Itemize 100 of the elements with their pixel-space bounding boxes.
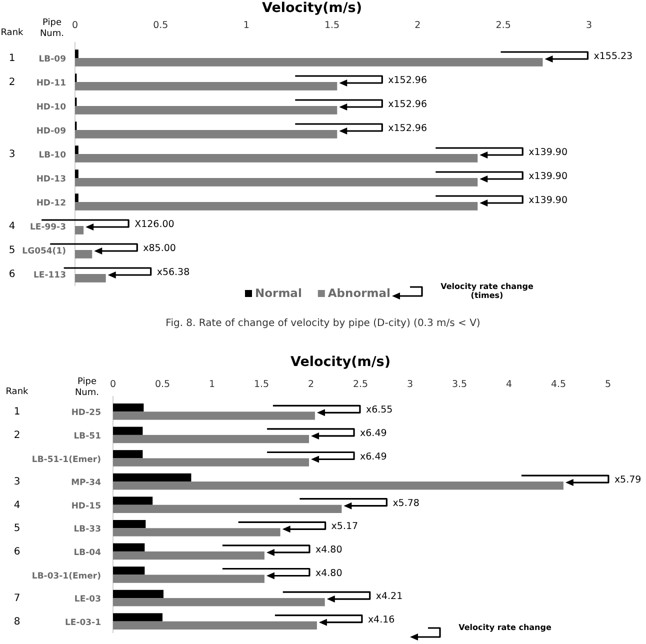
bar: [75, 154, 478, 162]
bar: [113, 412, 315, 420]
x-tick-label: 4: [506, 379, 512, 390]
bar: [113, 434, 310, 444]
bar: [113, 403, 144, 412]
data-label: x4.80: [315, 568, 342, 579]
y-tick-label: LE-99-3: [30, 222, 66, 232]
annotation: Velocity rate change (times): [440, 282, 534, 300]
text: 2: [8, 77, 16, 88]
x-tick-label: 2.5: [496, 20, 511, 31]
text: 4: [14, 500, 20, 511]
data-label: x4.16: [368, 614, 395, 626]
data-label: x152.96: [388, 123, 428, 134]
bar: [113, 621, 317, 630]
chart-title: Velocity(m/s): [262, 0, 362, 16]
bar: [113, 613, 162, 622]
data-label: x6.49: [360, 428, 387, 439]
text: 8: [14, 616, 20, 628]
x-tick-label: 0.5: [153, 20, 168, 31]
x-tick-label: 1: [208, 379, 216, 390]
data-label: x85.00: [143, 243, 176, 254]
y-tick-label: HD-15: [71, 501, 102, 512]
bar: [75, 170, 78, 178]
bar: [113, 458, 310, 466]
x-tick-label: 3: [586, 20, 592, 31]
y-tick-label: LB-33: [74, 524, 102, 535]
bar: [113, 590, 164, 598]
y-tick-label: HD-13: [36, 174, 66, 184]
legend-label: Abnormal: [328, 286, 390, 300]
y-tick-label: HD-12: [36, 198, 66, 208]
data-label: x139.90: [528, 147, 568, 158]
data-label: x56.38: [156, 267, 190, 278]
text: 3: [8, 149, 16, 160]
x-tick-label: 1.5: [324, 20, 340, 31]
bar: [75, 50, 78, 58]
x-tick-label: 1: [243, 20, 250, 31]
data-label: x152.96: [388, 75, 428, 86]
y-tick-label: LG054(1): [22, 246, 66, 256]
bar: [113, 520, 146, 528]
bar: [113, 551, 264, 560]
y-tick-label: LB-51: [74, 431, 102, 442]
data-label: x155.23: [594, 51, 633, 62]
bar: [113, 496, 153, 505]
text: 4: [8, 221, 16, 232]
y-tick-label: LE-03: [74, 594, 102, 605]
bar: [113, 473, 192, 482]
bar: [75, 146, 78, 154]
bar: [75, 178, 478, 186]
y-tick-label: LB-03-1(Emer): [32, 571, 102, 582]
caption: Fig. 8. Rate of change of velocity by pipe (D-city) (0.3 m/s < V): [166, 318, 480, 329]
bar: [113, 426, 143, 435]
x-tick-label: 0: [110, 379, 116, 390]
data-label: x6.49: [360, 451, 387, 462]
data-label: x5.78: [392, 498, 420, 509]
y-axis-title: Pipe Num.: [74, 377, 100, 398]
x-tick-label: 3.5: [452, 379, 468, 390]
y-tick-label: HD-11: [36, 78, 66, 88]
data-label: x139.90: [528, 195, 568, 206]
y-tick-label: LB-51-1(Emer): [32, 454, 102, 465]
bar: [75, 226, 84, 234]
text: 7: [14, 593, 20, 604]
y-tick-label: HD-09: [36, 126, 66, 136]
y-tick-label: HD-25: [71, 408, 102, 418]
bar: [75, 130, 338, 138]
data-label: x4.80: [315, 544, 342, 556]
x-tick-label: 5: [604, 379, 612, 390]
text: 1: [14, 406, 20, 418]
text: 2: [14, 430, 20, 441]
bar: [113, 482, 564, 490]
x-tick-label: 1.5: [254, 379, 270, 390]
bar: [113, 543, 145, 552]
data-label: x139.90: [528, 171, 568, 182]
x-tick-label: 0: [72, 20, 78, 31]
y-tick-label: LB-04: [74, 548, 102, 558]
text: 6: [8, 269, 16, 280]
bar: [75, 274, 106, 282]
bar: [113, 528, 280, 536]
x-tick-label: 0.5: [154, 379, 170, 390]
bar: [75, 106, 338, 114]
text: Rank: [0, 28, 24, 38]
x-tick-label: 2: [414, 20, 421, 31]
x-tick-label: 2: [308, 379, 314, 390]
text: 3: [14, 476, 20, 488]
x-tick-label: 3: [406, 379, 414, 390]
y-tick-label: LE-113: [34, 270, 66, 280]
y-tick-label: LE-03-1: [64, 618, 102, 628]
data-label: x152.96: [388, 99, 428, 110]
x-tick-label: 4.5: [550, 379, 566, 390]
text: 6: [14, 546, 20, 558]
bar: [75, 82, 338, 90]
bar: [113, 566, 145, 575]
data-label: x4.21: [376, 591, 403, 602]
bar: [113, 574, 264, 583]
bar: [113, 450, 143, 458]
y-axis-title: Pipe Num.: [40, 18, 64, 39]
bar: [75, 250, 92, 258]
y-tick-label: MP-34: [71, 478, 102, 488]
annotation: Velocity rate change: [458, 623, 552, 632]
y-tick-label: LB-10: [38, 150, 66, 160]
bar: [75, 194, 78, 202]
